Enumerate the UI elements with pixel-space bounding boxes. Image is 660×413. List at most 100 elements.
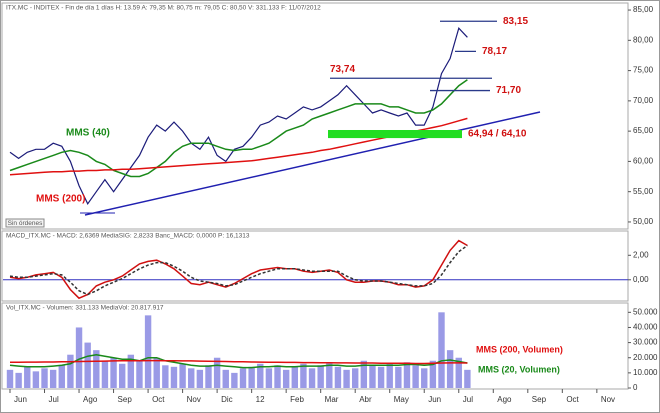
series-line: [9, 353, 468, 369]
orders-button[interactable]: [5, 218, 45, 228]
volume-bar: [300, 363, 307, 388]
volume-bar: [282, 369, 290, 388]
volume-bar: [110, 357, 117, 388]
y-tick-label: 70,00: [633, 96, 654, 105]
x-tick-label: Jul: [49, 395, 59, 404]
y-tick-label: 80,00: [633, 35, 654, 44]
volume-bar: [49, 369, 57, 388]
x-tick-label: Jul: [463, 395, 473, 404]
series-label: MMS (40): [66, 128, 110, 139]
y-tick-label: 0: [633, 383, 638, 392]
y-tick-label: 75,00: [633, 66, 654, 75]
volume-bar: [403, 362, 411, 388]
volume-bar: [334, 366, 342, 388]
y-tick-label: 65,00: [633, 126, 654, 135]
x-tick-label: Nov: [601, 395, 615, 404]
annotation-label: 83,15: [503, 16, 528, 27]
y-tick-label: 50,00: [633, 217, 654, 226]
volume-bar: [464, 369, 471, 388]
volume-bar: [58, 365, 65, 388]
volume-bar: [67, 354, 74, 388]
y-tick-label: 60,00: [633, 157, 654, 166]
y-tick-label: 20.000: [633, 353, 658, 362]
volume-bar: [412, 365, 419, 388]
volume-bar: [455, 357, 462, 388]
x-tick-label: Sep: [118, 395, 133, 404]
series-line: [10, 359, 468, 365]
x-tick-label: Oct: [566, 395, 579, 404]
annotation-label: 71,70: [496, 85, 521, 96]
volume-bar: [248, 366, 255, 388]
y-tick-label: 2,00: [633, 250, 649, 259]
x-tick-label: Feb: [290, 395, 304, 404]
volume-bar: [326, 362, 333, 388]
series-line: [9, 27, 468, 205]
volume-bar: [438, 312, 445, 388]
volume-bar: [274, 365, 281, 388]
volume-bar: [101, 360, 109, 388]
volume-bar: [291, 366, 298, 388]
x-tick-label: Jun: [428, 395, 441, 404]
volume-bar: [308, 368, 316, 388]
support-trend-line: [84, 111, 541, 216]
macd-header: MACD_ITX.MC - MACD: 2,6369 MediaSIG: 2,8…: [6, 233, 250, 240]
y-tick-label: 40.000: [633, 323, 658, 332]
volume-bar: [196, 369, 204, 388]
y-tick-label: 85,00: [633, 5, 654, 14]
volume-bar: [429, 360, 437, 388]
annotation-label: 64,94 / 64,10: [468, 129, 527, 140]
volume-bar: [15, 372, 22, 388]
volume-bar: [6, 369, 14, 388]
volume-bar: [144, 315, 152, 388]
series-line: [9, 244, 468, 296]
volume-bar: [222, 369, 229, 388]
volume-bar: [446, 350, 454, 388]
x-tick-label: Jun: [14, 395, 27, 404]
series-line: [9, 79, 468, 178]
volume-bar: [205, 365, 212, 388]
volume-bar: [162, 365, 169, 388]
x-tick-label: Mar: [325, 395, 339, 404]
series-label: MMS (200): [36, 194, 85, 205]
x-tick-label: Sep: [532, 395, 547, 404]
series-label: MMS (20, Volumen): [478, 364, 560, 374]
y-tick-label: 50.000: [633, 307, 658, 316]
volume-bar: [265, 368, 273, 388]
volume-bar: [395, 366, 402, 388]
x-tick-label: 12: [256, 395, 265, 404]
volume-bar: [41, 368, 48, 388]
volume-bar: [24, 366, 31, 388]
volume-header: Vol_ITX.MC - Volumen: 331.133 MediaVol: …: [6, 305, 164, 312]
volume-bar: [421, 368, 428, 388]
volume-bar: [231, 372, 238, 388]
volume-bar: [377, 366, 385, 388]
volume-bar: [257, 363, 264, 388]
x-tick-label: Oct: [152, 395, 165, 404]
y-tick-label: 30.000: [633, 338, 658, 347]
volume-bar: [179, 363, 186, 388]
price-panel: [1, 2, 629, 230]
volume-bar: [153, 357, 160, 388]
volume-bar: [32, 371, 40, 388]
x-tick-label: Ago: [497, 395, 512, 404]
volume-bar: [343, 369, 350, 388]
y-tick-label: 10.000: [633, 368, 658, 377]
x-tick-label: Nov: [187, 395, 201, 404]
macd-panel: [1, 230, 629, 302]
support-zone: [328, 129, 462, 139]
series-label: MMS (200, Volumen): [476, 344, 563, 354]
volume-bar: [317, 365, 324, 388]
volume-panel: [1, 302, 629, 390]
x-tick-label: Abr: [359, 395, 372, 404]
volume-bar: [136, 360, 143, 388]
y-tick-label: 55,00: [633, 187, 654, 196]
volume-bar: [75, 327, 83, 388]
volume-bar: [352, 368, 359, 388]
orders-button-label[interactable]: Sin órdenes: [8, 220, 43, 227]
x-tick-label: Dic: [221, 395, 233, 404]
volume-bar: [369, 365, 376, 388]
x-tick-label: Ago: [83, 395, 98, 404]
volume-bar: [127, 354, 135, 388]
